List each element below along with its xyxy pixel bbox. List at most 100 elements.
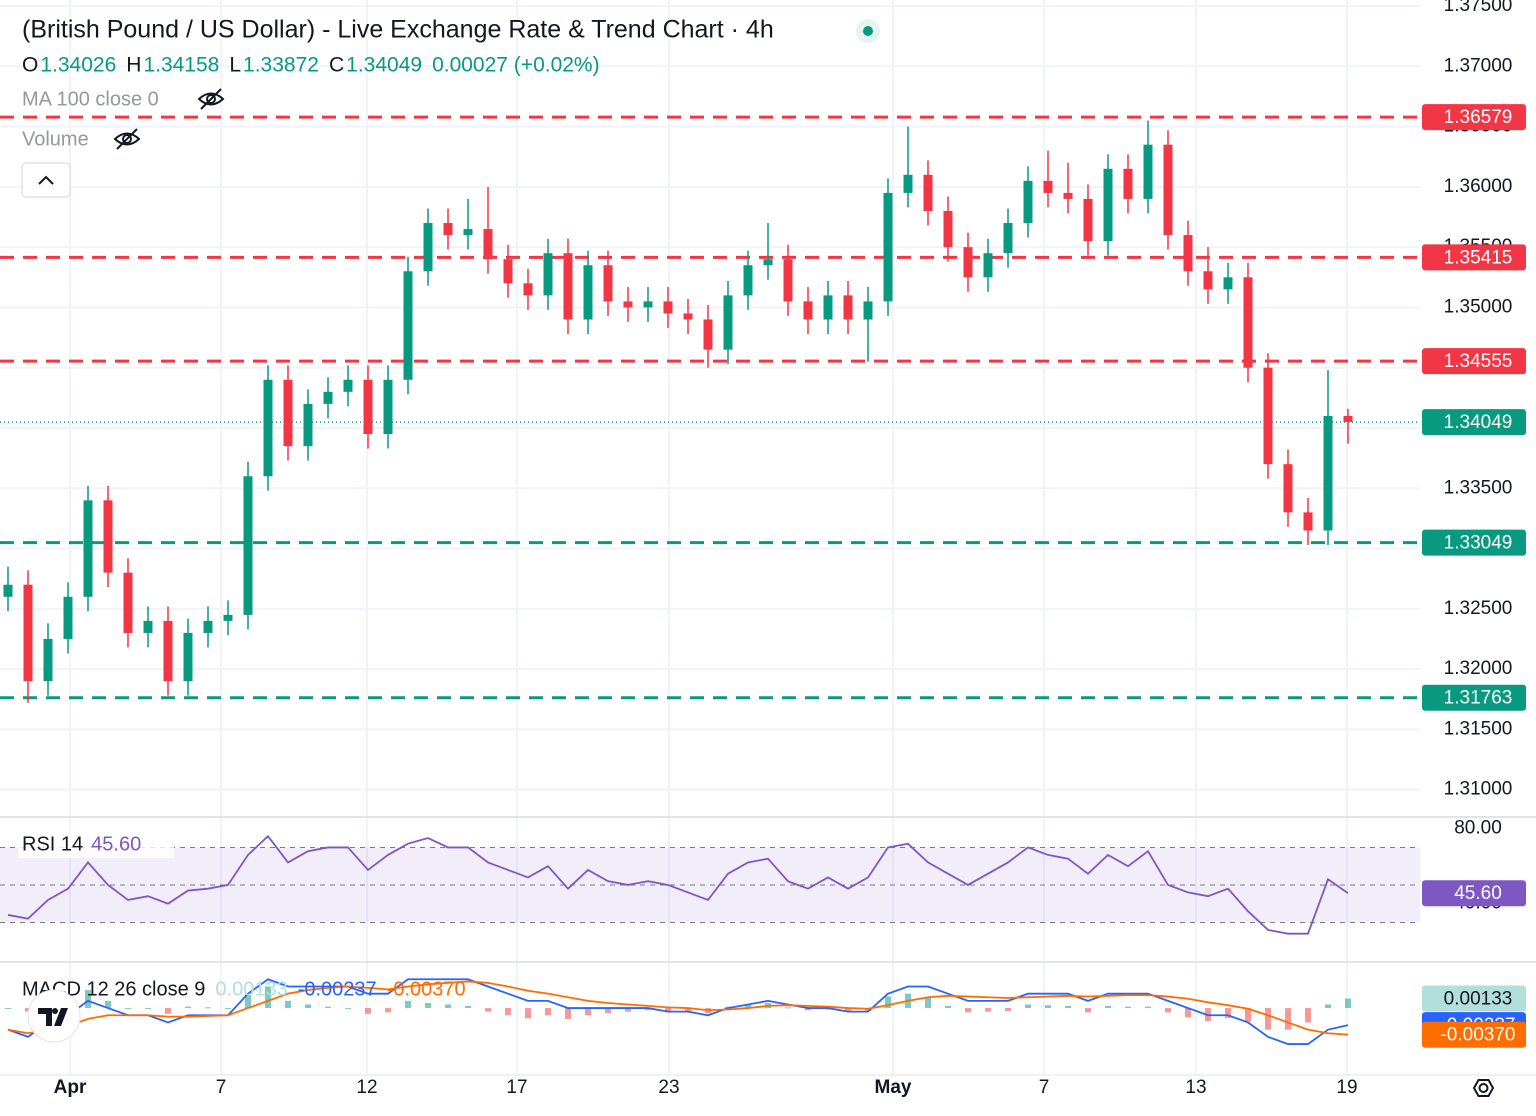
- candle-body: [1083, 198, 1093, 242]
- candle-body: [43, 638, 53, 682]
- candle-body: [283, 379, 293, 447]
- candle-body: [843, 295, 853, 320]
- candle-body: [1343, 415, 1353, 422]
- ohlc-value: 1.34049: [346, 54, 422, 77]
- macd-histogram-bar: [1325, 1004, 1331, 1009]
- macd-histogram-bar: [25, 1008, 31, 1012]
- price-badge-label: 1.33049: [1444, 533, 1513, 554]
- candle-body: [803, 301, 813, 320]
- candle-body: [663, 301, 673, 314]
- price-badge-label: 0.00133: [1444, 989, 1513, 1010]
- price-badge: [1422, 244, 1526, 271]
- macd-histogram-bar: [945, 1005, 951, 1009]
- macd-histogram-bar: [1185, 1008, 1191, 1018]
- y-tick-label: 80.00: [1454, 818, 1502, 839]
- macd-histogram-bar: [525, 1008, 531, 1019]
- candle-body: [203, 620, 213, 633]
- macd-histogram-bar: [125, 1008, 131, 1010]
- candle-body: [1103, 168, 1113, 242]
- candle-body: [863, 301, 873, 320]
- candle-body: [903, 174, 913, 193]
- candle-body: [1243, 277, 1253, 368]
- macd-histogram-bar: [1165, 1008, 1171, 1013]
- candle-body: [683, 313, 693, 320]
- candle-body: [763, 259, 773, 266]
- candle-body: [363, 379, 373, 435]
- candle-body: [503, 259, 513, 284]
- price-badge-label: 1.35415: [1444, 247, 1513, 268]
- macd-histogram-bar: [585, 1008, 591, 1016]
- candle-body: [303, 403, 313, 447]
- macd-signal-line: [7, 980, 1349, 1036]
- price-badge: [1422, 1021, 1526, 1048]
- price-badge: [1422, 529, 1526, 556]
- price-badge: [1422, 348, 1526, 375]
- candle-body: [643, 301, 653, 308]
- candle-body: [603, 265, 613, 302]
- y-tick-label: 1.32500: [1444, 598, 1513, 619]
- candle-body: [563, 253, 573, 320]
- x-tick-label: 13: [1185, 1077, 1206, 1098]
- candle-body: [1003, 223, 1013, 254]
- price-badge: [1422, 409, 1526, 436]
- candle-body: [1123, 168, 1133, 199]
- macd-histogram-bar: [245, 993, 251, 1009]
- price-badge-label: 1.31763: [1444, 688, 1513, 709]
- ohlc-value: 1.34158: [143, 54, 219, 77]
- macd-histogram-bar: [745, 1004, 751, 1009]
- candle-body: [223, 614, 233, 621]
- macd-histogram-bar: [1105, 1005, 1111, 1009]
- macd-histogram-bar: [1305, 1008, 1311, 1023]
- price-badge: [1422, 684, 1526, 711]
- macd-histogram-bar: [605, 1008, 611, 1014]
- candle-body: [103, 500, 113, 573]
- candle-body: [23, 584, 33, 682]
- candle-body: [883, 192, 893, 302]
- macd-value: 0.00133: [215, 978, 287, 1000]
- candle-body: [343, 379, 353, 392]
- candle-body: [123, 572, 133, 633]
- macd-histogram-bar: [185, 1006, 191, 1009]
- macd-histogram-bar: [1145, 1006, 1151, 1009]
- settings-icon[interactable]: [1472, 1079, 1495, 1097]
- candle-body: [743, 265, 753, 296]
- collapse-button[interactable]: [21, 162, 71, 198]
- candle-body: [163, 620, 173, 682]
- macd-histogram-bar: [1225, 1008, 1231, 1019]
- plot: [0, 115, 1420, 1045]
- x-tick-label: 12: [356, 1077, 377, 1098]
- y-tick-label: 1.37500: [1444, 0, 1513, 16]
- macd-histogram-bar: [205, 1007, 211, 1009]
- logo[interactable]: [27, 989, 81, 1043]
- macd-macd-line: [7, 978, 1349, 1045]
- candle-body: [263, 379, 273, 477]
- candle-body: [1283, 464, 1293, 513]
- candle-body: [543, 253, 553, 296]
- price-badge: [1422, 880, 1526, 907]
- candle-body: [1063, 192, 1073, 199]
- macd-histogram-bar: [1245, 1008, 1251, 1022]
- grid: [0, 0, 1420, 1075]
- x-tick-label: 17: [506, 1077, 527, 1098]
- macd-histogram-bar: [385, 1008, 391, 1013]
- candle-body: [403, 271, 413, 380]
- macd-histogram-bar: [285, 1000, 291, 1009]
- x-tick-label: 7: [216, 1077, 227, 1098]
- candle-body: [483, 229, 493, 260]
- candle-body: [383, 379, 393, 435]
- macd-histogram-bar: [5, 1008, 11, 1010]
- price-badge-label: 1.36579: [1444, 107, 1513, 128]
- eye-off-icon[interactable]: [197, 88, 225, 110]
- rsi-line: [7, 834, 1349, 935]
- price-badge-label: 1.34555: [1444, 351, 1513, 372]
- macd-histogram-bar: [105, 1000, 111, 1009]
- macd-histogram-bar: [305, 1004, 311, 1009]
- eye-off-icon[interactable]: [113, 128, 141, 150]
- rsi-title: RSI 14: [22, 833, 83, 855]
- candle-body: [583, 265, 593, 320]
- ohlc-value: 1.34026: [40, 54, 116, 77]
- macd-histogram-bar: [345, 1008, 351, 1010]
- macd-histogram-bar: [225, 1008, 231, 1010]
- rsi-value: 45.60: [91, 833, 141, 855]
